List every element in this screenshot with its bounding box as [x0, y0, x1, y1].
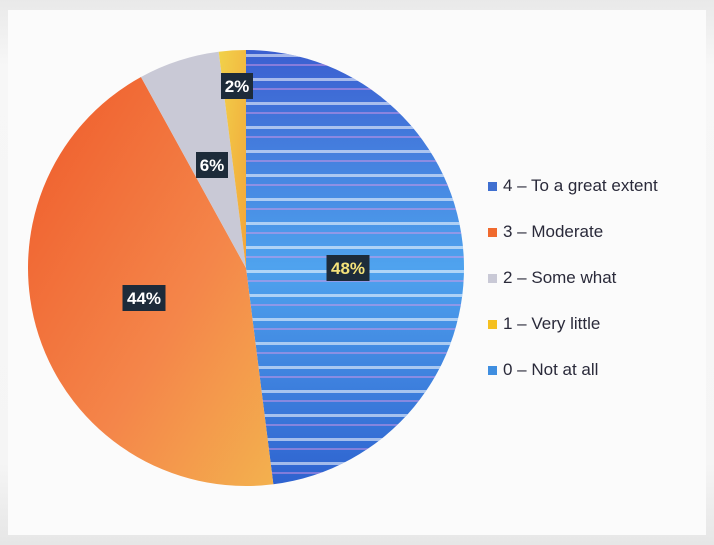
data-label-text: 2%: [225, 77, 250, 96]
data-label: 44%: [122, 285, 166, 311]
legend-item-not-at-all: 0 – Not at all: [488, 360, 658, 380]
data-label-text: 6%: [200, 156, 225, 175]
legend-item-some-what: 2 – Some what: [488, 268, 658, 288]
data-label: 2%: [221, 73, 253, 99]
legend-swatch: [488, 181, 497, 191]
legend-swatch: [488, 365, 497, 375]
legend-label: 3 – Moderate: [503, 222, 604, 241]
slice-some-what: [140, 51, 246, 268]
data-label: 48%: [326, 255, 370, 281]
data-label-box: [326, 255, 370, 281]
legend-swatch: [488, 273, 497, 283]
data-label-text: 44%: [127, 289, 161, 308]
data-label-box: [196, 152, 228, 178]
data-label: 6%: [196, 152, 228, 178]
legend-label: 0 – Not at all: [503, 360, 599, 379]
legend-item-very-little: 1 – Very little: [488, 314, 658, 334]
data-label-box: [221, 73, 253, 99]
legend-label: 1 – Very little: [503, 314, 601, 333]
data-label-box: [122, 285, 166, 311]
data-label-text: 48%: [331, 259, 365, 278]
slice-very-little: [218, 50, 246, 268]
legend-item-great-extent: 4 – To a great extent: [488, 176, 658, 196]
legend-label: 4 – To a great extent: [503, 176, 658, 195]
legend-label: 2 – Some what: [503, 268, 617, 287]
legend-item-moderate: 3 – Moderate: [488, 222, 658, 242]
legend-swatch: [488, 227, 497, 237]
legend: 4 – To a great extent 3 – Moderate 2 – S…: [488, 176, 658, 380]
slice-moderate: [27, 76, 274, 486]
legend-swatch: [488, 319, 497, 329]
